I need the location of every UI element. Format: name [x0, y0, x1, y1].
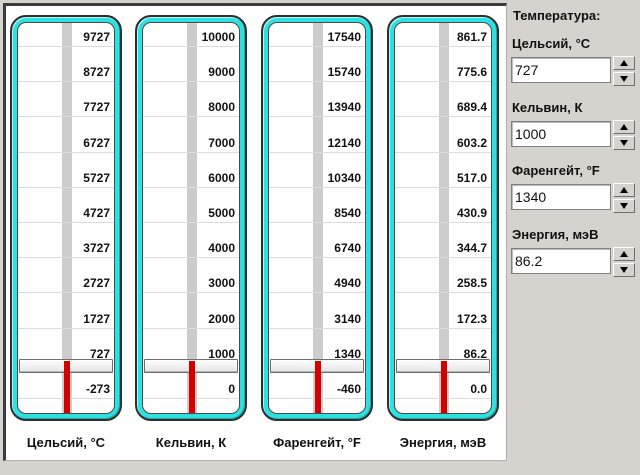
thermometer-fahrenheit: 17540 15740 13940 12140 10340 8540 6740 4940 314…	[261, 15, 373, 421]
scale-tick: 258.5	[395, 274, 491, 294]
energy-tick-scale: 861.7 775.6 689.4 603.2 517.0 430.9 344.7 258.5…	[395, 23, 491, 413]
fahrenheit-tick-scale: 17540 15740 13940 12140 10340 8540 6740 4940 314…	[269, 23, 365, 413]
energy-spin-down-button[interactable]	[613, 263, 635, 277]
fahrenheit-mercury-column	[315, 361, 321, 413]
celsius-field-group: Цельсий, °C	[511, 36, 637, 88]
thermometer-energy: 861.7 775.6 689.4 603.2 517.0 430.9 344.7 258.5…	[387, 15, 499, 421]
scale-tick: 4727	[18, 204, 114, 223]
scale-tick: 6740	[269, 239, 365, 259]
scale-tick: 3000	[143, 274, 239, 294]
fahrenheit-field-label: Фаренгейт, °F	[512, 163, 600, 178]
fahrenheit-caption: Фаренгейт, °F	[273, 435, 361, 450]
thermometer-celsius-scale: 9727 8727 7727 6727 5727 4727 3727 2727 1727 727-…	[17, 22, 115, 414]
fahrenheit-spin-up-button[interactable]	[613, 183, 635, 197]
scale-tick: 4940	[269, 274, 365, 294]
kelvin-spinner	[613, 120, 635, 150]
energy-caption: Энергия, мэВ	[399, 435, 487, 450]
down-arrow-icon	[620, 267, 628, 273]
scale-tick: 17540	[269, 28, 365, 47]
thermometer-kelvin-scale: 10000 9000 8000 7000 6000 5000 4000 3000 2000 100…	[142, 22, 240, 414]
scale-tick: 172.3	[395, 310, 491, 329]
celsius-spin-down-button[interactable]	[613, 72, 635, 86]
kelvin-mercury-column	[189, 361, 195, 413]
down-arrow-icon	[620, 140, 628, 146]
scale-tick: 9000	[143, 63, 239, 83]
scale-tick: 517.0	[395, 169, 491, 188]
scale-tick: 12140	[269, 134, 365, 153]
up-arrow-icon	[620, 251, 628, 257]
kelvin-field-group: Кельвин, К	[511, 100, 637, 152]
thermometer-energy-scale: 861.7 775.6 689.4 603.2 517.0 430.9 344.7 258.5…	[394, 22, 492, 414]
energy-field-group: Энергия, мэВ	[511, 227, 637, 279]
energy-track	[439, 23, 449, 413]
fahrenheit-spin-down-button[interactable]	[613, 199, 635, 213]
scale-tick: 6000	[143, 169, 239, 188]
up-arrow-icon	[620, 124, 628, 130]
kelvin-spin-up-button[interactable]	[613, 120, 635, 134]
fahrenheit-input[interactable]	[511, 184, 611, 210]
side-panel-title: Температура:	[513, 8, 601, 23]
celsius-spin-up-button[interactable]	[613, 56, 635, 70]
energy-field-label: Энергия, мэВ	[512, 227, 599, 242]
celsius-mercury-column	[64, 361, 70, 413]
scale-tick: 7727	[18, 98, 114, 118]
scale-tick: 4000	[143, 239, 239, 259]
scale-tick: 15740	[269, 63, 365, 83]
fahrenheit-track	[313, 23, 323, 413]
down-arrow-icon	[620, 203, 628, 209]
scale-tick: 3140	[269, 310, 365, 329]
scale-tick: 7000	[143, 134, 239, 153]
scale-tick: 10000	[143, 28, 239, 47]
scale-tick: 8727	[18, 63, 114, 83]
celsius-field-label: Цельсий, °C	[512, 36, 591, 51]
fahrenheit-spinner	[613, 183, 635, 213]
up-arrow-icon	[620, 60, 628, 66]
energy-input[interactable]	[511, 248, 611, 274]
scale-tick: 430.9	[395, 204, 491, 223]
scale-tick: 5000	[143, 204, 239, 223]
kelvin-spin-down-button[interactable]	[613, 136, 635, 150]
scale-tick: 1727	[18, 310, 114, 329]
energy-mercury-column	[441, 361, 447, 413]
up-arrow-icon	[620, 187, 628, 193]
scale-tick: 5727	[18, 169, 114, 188]
energy-spin-up-button[interactable]	[613, 247, 635, 261]
scale-tick: 8540	[269, 204, 365, 223]
scale-tick: 6727	[18, 134, 114, 153]
celsius-caption: Цельсий, °C	[26, 435, 106, 450]
energy-spinner	[613, 247, 635, 277]
kelvin-caption: Кельвин, К	[155, 435, 227, 450]
thermometer-celsius: 9727 8727 7727 6727 5727 4727 3727 2727 1727 727-…	[10, 15, 122, 421]
scale-tick: 9727	[18, 28, 114, 47]
scale-tick: 861.7	[395, 28, 491, 47]
scale-tick: 689.4	[395, 98, 491, 118]
kelvin-tick-scale: 10000 9000 8000 7000 6000 5000 4000 3000 2000 100…	[143, 23, 239, 413]
scale-tick: 3727	[18, 239, 114, 259]
celsius-tick-scale: 9727 8727 7727 6727 5727 4727 3727 2727 1727 727-…	[18, 23, 114, 413]
thermometer-fahrenheit-scale: 17540 15740 13940 12140 10340 8540 6740 4940 314…	[268, 22, 366, 414]
scale-tick: 2000	[143, 310, 239, 329]
celsius-input[interactable]	[511, 57, 611, 83]
celsius-track	[62, 23, 72, 413]
scale-tick: 13940	[269, 98, 365, 118]
kelvin-input[interactable]	[511, 121, 611, 147]
scale-tick: 8000	[143, 98, 239, 118]
kelvin-field-label: Кельвин, К	[512, 100, 583, 115]
scale-tick: 603.2	[395, 134, 491, 153]
fahrenheit-field-group: Фаренгейт, °F	[511, 163, 637, 215]
scale-tick: 775.6	[395, 63, 491, 83]
celsius-spinner	[613, 56, 635, 86]
scale-tick: 344.7	[395, 239, 491, 259]
thermometer-kelvin: 10000 9000 8000 7000 6000 5000 4000 3000 2000 100…	[135, 15, 247, 421]
down-arrow-icon	[620, 76, 628, 82]
scale-tick: 10340	[269, 169, 365, 188]
kelvin-track	[187, 23, 197, 413]
scale-tick: 2727	[18, 274, 114, 294]
